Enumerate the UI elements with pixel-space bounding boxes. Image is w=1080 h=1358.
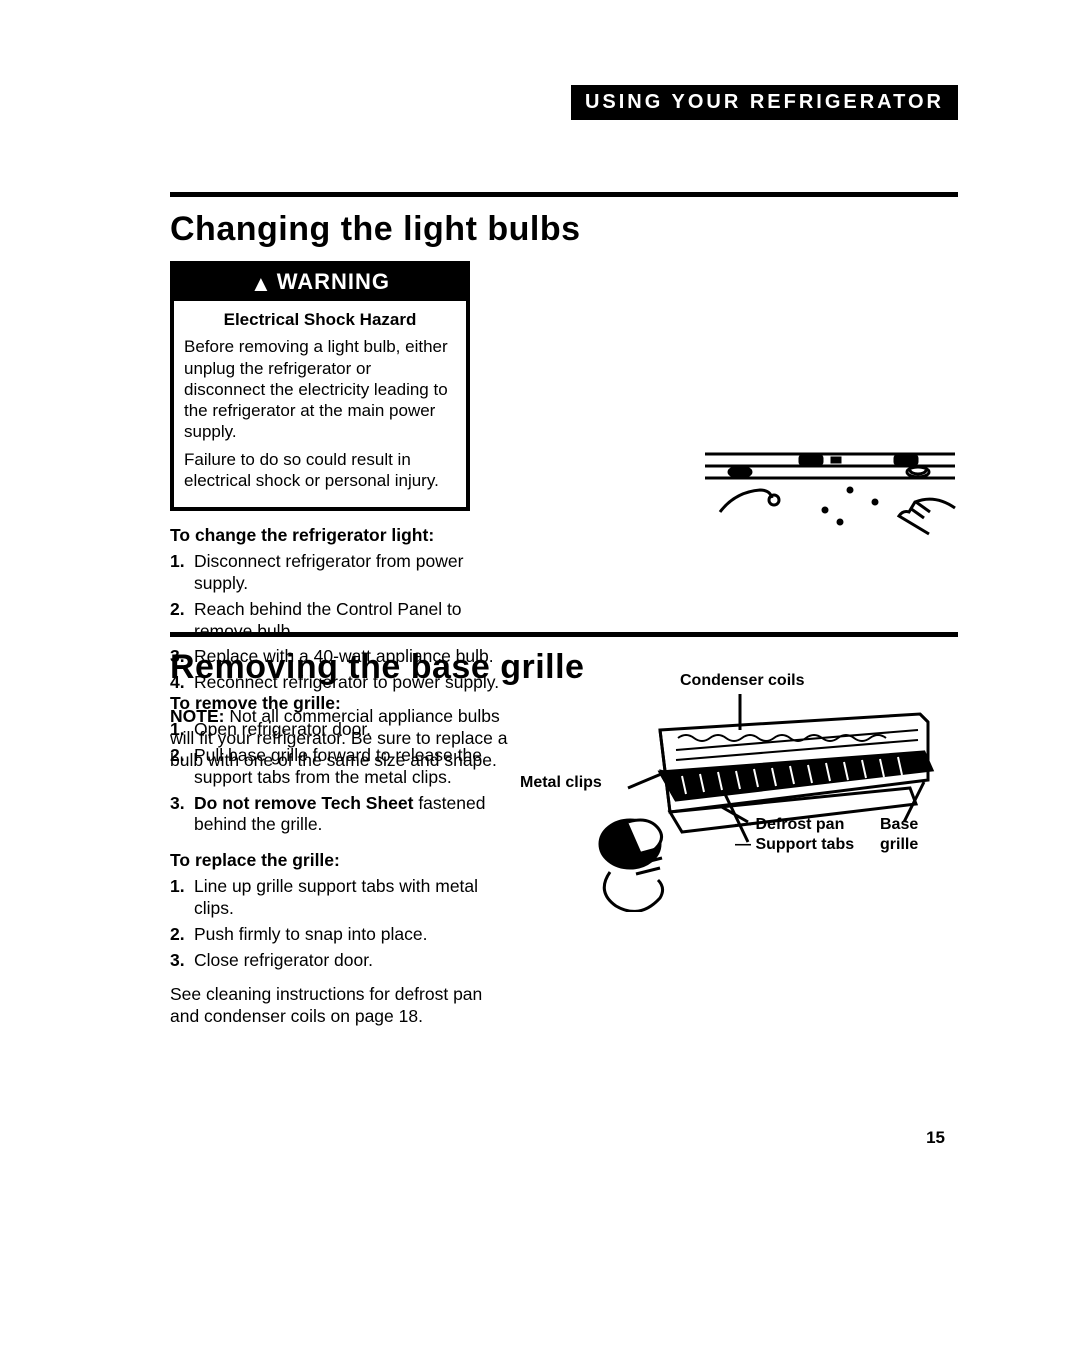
warning-subhead: Electrical Shock Hazard xyxy=(184,309,456,330)
label-text: Support tabs xyxy=(755,836,854,853)
warning-triangle-icon: ▲ xyxy=(250,273,273,295)
step: Disconnect refrigerator from power suppl… xyxy=(170,551,510,595)
warning-label: WARNING xyxy=(277,269,390,294)
base-grille-svg xyxy=(510,672,940,912)
label-condenser-coils: Condenser coils xyxy=(680,672,804,690)
warning-paragraph: Failure to do so could result in electri… xyxy=(184,449,456,492)
warning-title: ▲WARNING xyxy=(174,265,466,301)
label-text: Defrost pan xyxy=(755,816,844,833)
divider xyxy=(170,632,958,637)
control-panel-diagram xyxy=(700,452,960,547)
heading-changing-light-bulbs: Changing the light bulbs xyxy=(170,210,958,249)
section-removing-base-grille: Removing the base grille To remove the g… xyxy=(170,640,958,1027)
section-banner: USING YOUR REFRIGERATOR xyxy=(571,85,958,120)
subheading: To remove the grille: xyxy=(170,693,510,715)
step-bold: Do not remove Tech Sheet xyxy=(194,793,413,813)
warning-paragraph: Before removing a light bulb, either unp… xyxy=(184,336,456,442)
step: Line up grille support tabs with metal c… xyxy=(170,876,510,920)
divider xyxy=(170,192,958,197)
step: Pull base grille forward to release the … xyxy=(170,745,510,789)
label-grille: grille xyxy=(880,836,918,854)
warning-box: ▲WARNING Electrical Shock Hazard Before … xyxy=(170,261,470,511)
step: Open refrigerator door. xyxy=(170,719,510,741)
page: USING YOUR REFRIGERATOR Changing the lig… xyxy=(0,0,1080,1358)
steps-list: Open refrigerator door. Pull base grille… xyxy=(170,719,510,836)
base-grille-diagram: Condenser coils Metal clips — Defrost pa… xyxy=(510,672,940,917)
step: Do not remove Tech Sheet fastened behind… xyxy=(170,793,510,837)
label-support-tabs: — Support tabs xyxy=(735,836,854,854)
footer-note: See cleaning instructions for defrost pa… xyxy=(170,984,510,1028)
step: Close refrigerator door. xyxy=(170,950,510,972)
label-base: Base xyxy=(880,816,918,834)
steps-list: Line up grille support tabs with metal c… xyxy=(170,876,510,972)
label-defrost-pan: — Defrost pan xyxy=(735,816,844,834)
remove-grille-instructions: To remove the grille: Open refrigerator … xyxy=(170,693,510,1027)
subheading: To replace the grille: xyxy=(170,850,510,872)
subheading: To change the refrigerator light: xyxy=(170,525,510,547)
page-number: 15 xyxy=(926,1128,945,1148)
warning-body: Electrical Shock Hazard Before removing … xyxy=(174,301,466,507)
step: Push firmly to snap into place. xyxy=(170,924,510,946)
label-metal-clips: Metal clips xyxy=(520,774,602,792)
